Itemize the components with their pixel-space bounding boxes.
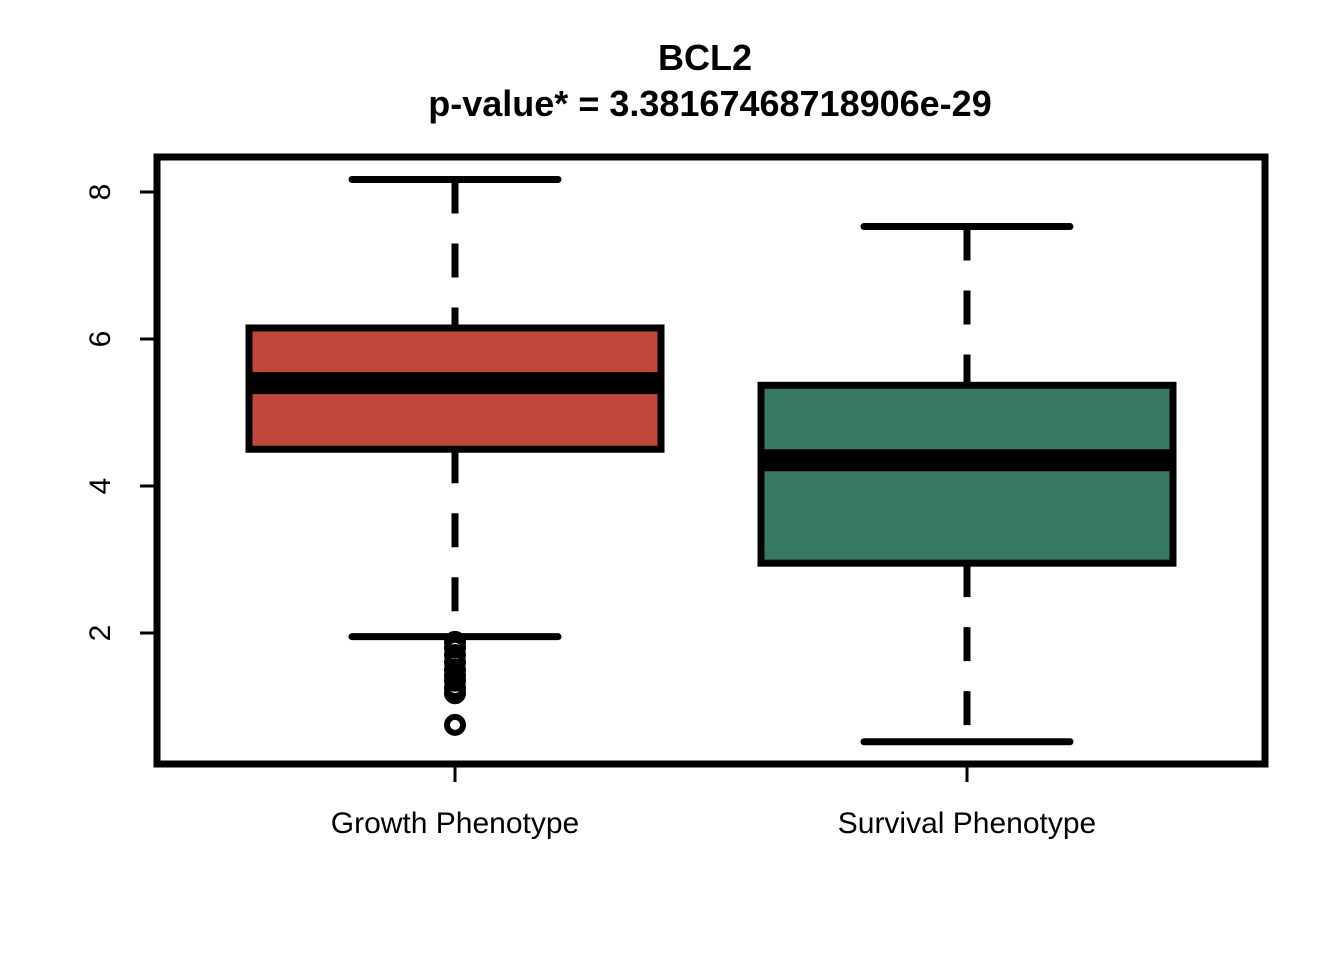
box-iqr (757, 381, 1177, 567)
chart-subtitle: p-value* = 3.38167468718906e-29 (428, 83, 991, 124)
plot-frame (153, 153, 1269, 768)
chart-title: BCL2 (658, 37, 752, 78)
y-tick-label: 2 (84, 625, 117, 642)
y-tick-label: 6 (84, 331, 117, 348)
outlier-point (444, 713, 466, 736)
y-tick-label: 4 (84, 478, 117, 495)
y-tick-label: 8 (84, 184, 117, 201)
x-category-label: Survival Phenotype (838, 807, 1097, 840)
x-category-label: Growth Phenotype (331, 807, 579, 840)
chart-marks: 2 4 6 8 Growth Phenotype Survival Phenotype (84, 176, 1177, 840)
outlier-point (444, 682, 466, 705)
